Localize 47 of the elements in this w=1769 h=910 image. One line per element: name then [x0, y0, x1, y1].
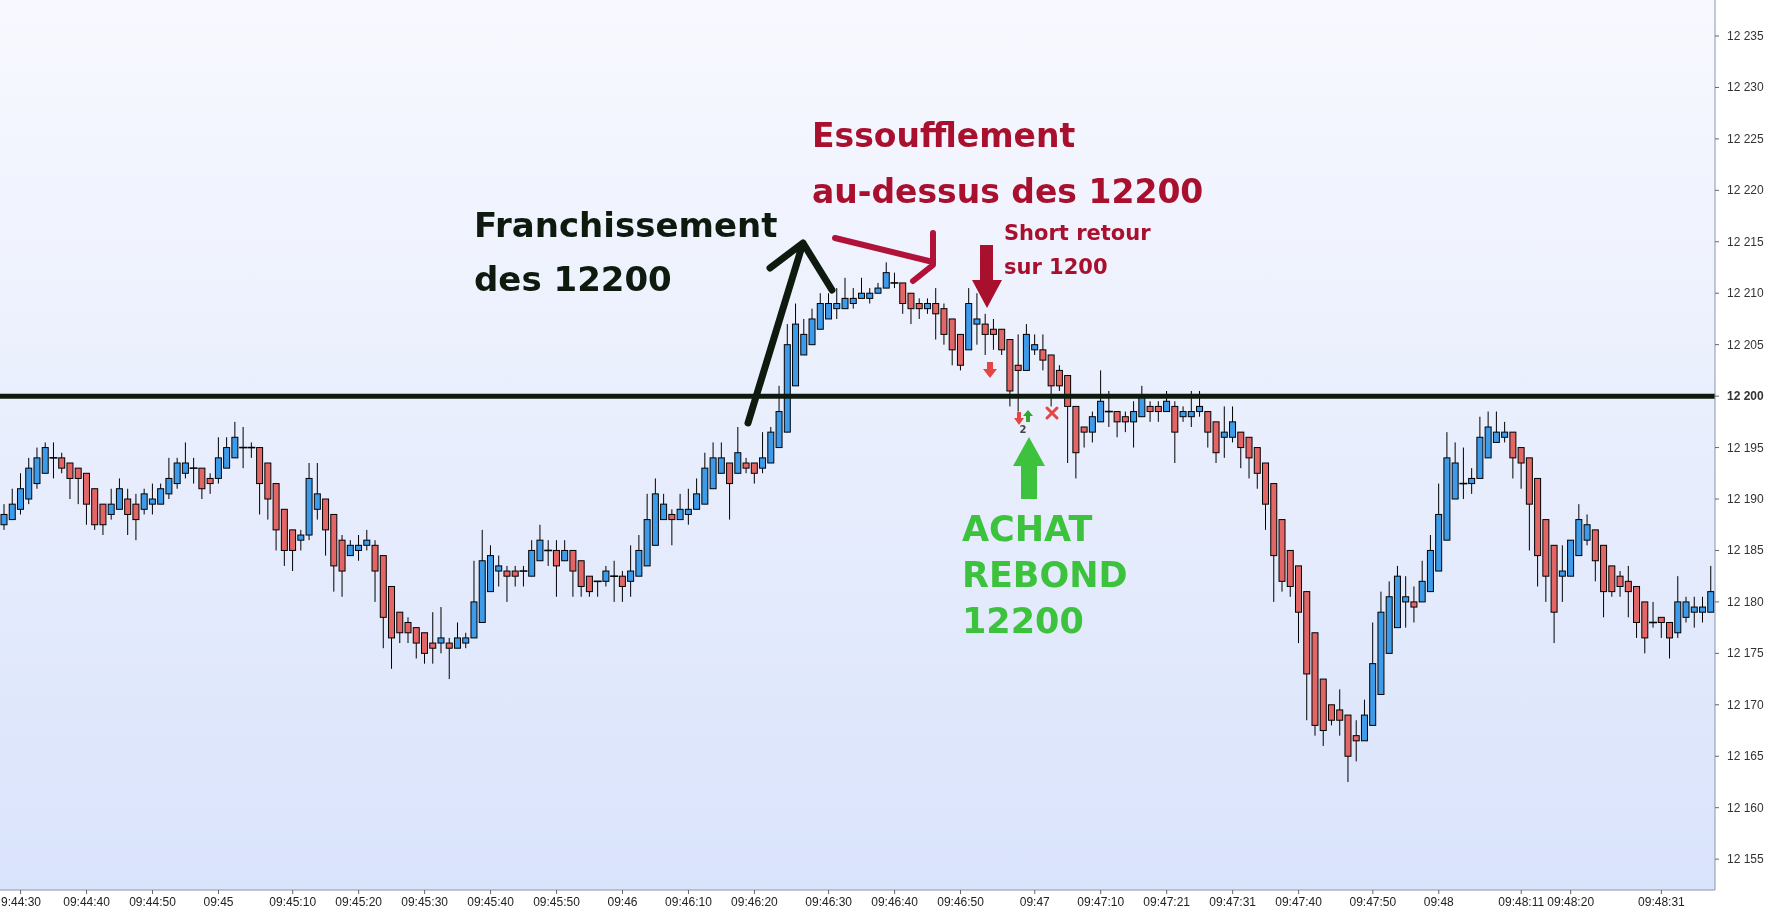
annotation: Short retour sur 1200	[1004, 221, 1152, 279]
x-tick-label: 09:47:31	[1209, 895, 1257, 909]
x-tick-label: 09:44:40	[63, 895, 111, 909]
x-tick-label: 9:44:30	[1, 895, 42, 909]
x-tick-label: 09:47:50	[1349, 895, 1397, 909]
y-tick-label: 12 155	[1727, 852, 1765, 867]
x-tick-label: 09:46:40	[871, 895, 919, 909]
x-tick-label: 09:48:31	[1638, 895, 1686, 909]
x-tick-label: 09:45:30	[401, 895, 449, 909]
y-tick-label: 12 160	[1727, 800, 1765, 815]
y-tick-label: 12 220	[1727, 183, 1765, 198]
y-tick-label: 12 230	[1727, 80, 1765, 95]
x-tick-label: 09:46:20	[731, 895, 779, 909]
x-tick-label: 09:46:50	[937, 895, 985, 909]
x-tick-label: 09:44:50	[129, 895, 177, 909]
y-tick-label: 12 175	[1727, 646, 1765, 661]
x-tick-label: 09:45	[203, 895, 234, 909]
x-tick-label: 09:45:10	[269, 895, 317, 909]
x-tick-label: 09:46:10	[665, 895, 713, 909]
x-tick-label: 09:48:20	[1547, 895, 1595, 909]
y-tick-label: 12 235	[1727, 29, 1765, 44]
x-tick-label: 09:46	[607, 895, 638, 909]
x-tick-label: 09:47	[1019, 895, 1051, 909]
annotation: Franchissement des 12200	[474, 205, 778, 299]
x-tick-label: 09:47:10	[1077, 895, 1125, 909]
x-tick-label: 09:45:20	[335, 895, 383, 909]
y-tick-label: 12 215	[1727, 234, 1765, 249]
y-tick-label: 12 190	[1727, 492, 1765, 507]
y-tick-label: 12 165	[1727, 749, 1765, 764]
annotation: Essoufflement au-dessus des 12200	[812, 116, 1204, 211]
y-tick-label: 12 205	[1727, 337, 1765, 352]
y-tick-label: 12 185	[1727, 543, 1765, 558]
y-tick-label: 12 180	[1727, 594, 1765, 609]
x-tick-label: 09:48	[1423, 895, 1455, 909]
y-tick-label: 12 200	[1727, 389, 1765, 404]
annotation: ACHAT REBOND 12200	[962, 509, 1128, 641]
annotation: 2	[1019, 424, 1027, 435]
y-tick-label: 12 170	[1727, 697, 1765, 712]
x-tick-label: 09:45:50	[533, 895, 581, 909]
y-tick-label: 12 195	[1727, 440, 1765, 455]
x-tick-label: 09:48:11	[1498, 895, 1545, 909]
y-tick-label: 12 210	[1727, 286, 1765, 301]
x-tick-label: 09:47:40	[1275, 895, 1323, 909]
x-tick-label: 09:45:40	[467, 895, 515, 909]
y-tick-label: 12 225	[1727, 131, 1765, 146]
x-tick-label: 09:46:30	[805, 895, 853, 909]
x-tick-label: 09:47:21	[1143, 895, 1191, 909]
